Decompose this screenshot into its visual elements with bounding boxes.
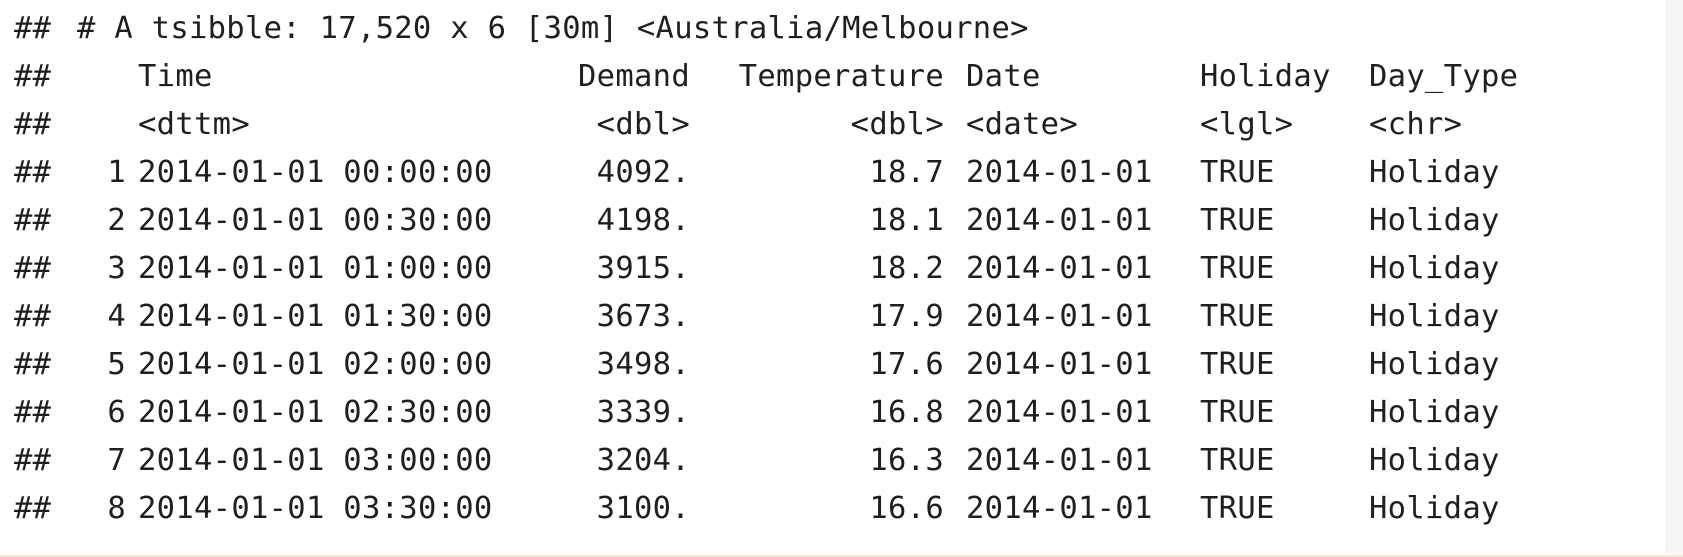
column-type-date: <date>	[966, 107, 1078, 142]
cell-demand: 3100.	[596, 491, 690, 526]
cell-demand: 4092.	[596, 155, 690, 190]
row-index: 6	[107, 395, 126, 430]
table-row: ## 7 2014-01-01 03:00:00 3204. 16.3 2014…	[0, 435, 1499, 487]
cell-temperature: 16.8	[869, 395, 944, 430]
comment-prefix: ##	[14, 347, 52, 382]
comment-prefix: ##	[14, 155, 52, 190]
column-type-day-type: <chr>	[1369, 107, 1463, 142]
cell-temperature: 17.9	[869, 299, 944, 334]
table-row: ## 1 2014-01-01 00:00:00 4092. 18.7 2014…	[0, 147, 1499, 199]
scrollbar-track[interactable]	[1665, 0, 1683, 557]
cell-holiday: TRUE	[1200, 251, 1275, 286]
cell-demand: 3339.	[596, 395, 690, 430]
comment-prefix: ##	[14, 203, 52, 238]
cell-time: 2014-01-01 01:00:00	[138, 251, 493, 286]
cell-holiday: TRUE	[1200, 395, 1275, 430]
cell-demand: 3673.	[596, 299, 690, 334]
cell-date: 2014-01-01	[966, 155, 1153, 190]
cell-date: 2014-01-01	[966, 347, 1153, 382]
row-index: 7	[107, 443, 126, 478]
column-type-time: <dttm>	[138, 107, 250, 142]
row-index: 5	[107, 347, 126, 382]
comment-prefix: ##	[14, 59, 52, 94]
cell-holiday: TRUE	[1200, 299, 1275, 334]
column-types-line: ## <dttm> <dbl> <dbl> <date> <lgl> <chr>	[0, 99, 1462, 151]
row-index: 2	[107, 203, 126, 238]
cell-day-type: Holiday	[1369, 491, 1500, 526]
comment-prefix: ##	[14, 443, 52, 478]
cell-holiday: TRUE	[1200, 347, 1275, 382]
column-type-demand: <dbl>	[596, 107, 690, 142]
table-row: ## 6 2014-01-01 02:30:00 3339. 16.8 2014…	[0, 387, 1499, 439]
column-type-holiday: <lgl>	[1200, 107, 1294, 142]
row-index: 4	[107, 299, 126, 334]
cell-time: 2014-01-01 03:30:00	[138, 491, 493, 526]
cell-date: 2014-01-01	[966, 443, 1153, 478]
cell-day-type: Holiday	[1369, 299, 1500, 334]
table-row: ## 8 2014-01-01 03:30:00 3100. 16.6 2014…	[0, 483, 1499, 535]
cell-temperature: 16.6	[869, 491, 944, 526]
comment-prefix: ##	[14, 251, 52, 286]
cell-date: 2014-01-01	[966, 251, 1153, 286]
comment-prefix: ##	[14, 299, 52, 334]
cell-demand: 3498.	[596, 347, 690, 382]
cell-holiday: TRUE	[1200, 443, 1275, 478]
comment-prefix: ##	[14, 491, 52, 526]
row-index: 1	[107, 155, 126, 190]
cell-day-type: Holiday	[1369, 251, 1500, 286]
cell-temperature: 16.3	[869, 443, 944, 478]
column-header-temperature: Temperature	[738, 59, 944, 94]
column-type-temperature: <dbl>	[850, 107, 944, 142]
cell-time: 2014-01-01 02:00:00	[138, 347, 493, 382]
column-header-date: Date	[966, 59, 1041, 94]
cell-day-type: Holiday	[1369, 203, 1500, 238]
cell-holiday: TRUE	[1200, 203, 1275, 238]
cell-day-type: Holiday	[1369, 443, 1500, 478]
column-names-line: ## Time Demand Temperature Date Holiday …	[0, 51, 1518, 103]
cell-holiday: TRUE	[1200, 155, 1275, 190]
column-header-day-type: Day_Type	[1369, 59, 1519, 94]
cell-time: 2014-01-01 01:30:00	[138, 299, 493, 334]
table-row: ## 4 2014-01-01 01:30:00 3673. 17.9 2014…	[0, 291, 1499, 343]
bottom-divider	[0, 555, 1683, 557]
table-row: ## 3 2014-01-01 01:00:00 3915. 18.2 2014…	[0, 243, 1499, 295]
cell-temperature: 18.1	[869, 203, 944, 238]
cell-demand: 3915.	[596, 251, 690, 286]
cell-date: 2014-01-01	[966, 299, 1153, 334]
cell-day-type: Holiday	[1369, 155, 1500, 190]
row-index: 3	[107, 251, 126, 286]
column-header-time: Time	[138, 59, 213, 94]
cell-day-type: Holiday	[1369, 347, 1500, 382]
cell-date: 2014-01-01	[966, 203, 1153, 238]
column-header-holiday: Holiday	[1200, 59, 1331, 94]
cell-temperature: 17.6	[869, 347, 944, 382]
cell-time: 2014-01-01 02:30:00	[138, 395, 493, 430]
tsibble-header-line: ## # A tsibble: 17,520 x 6 [30m] <Austra…	[0, 3, 1028, 55]
cell-temperature: 18.7	[869, 155, 944, 190]
table-row: ## 5 2014-01-01 02:00:00 3498. 17.6 2014…	[0, 339, 1499, 391]
cell-temperature: 18.2	[869, 251, 944, 286]
cell-time: 2014-01-01 00:30:00	[138, 203, 493, 238]
comment-prefix: ##	[14, 11, 52, 46]
cell-time: 2014-01-01 00:00:00	[138, 155, 493, 190]
cell-date: 2014-01-01	[966, 491, 1153, 526]
cell-demand: 3204.	[596, 443, 690, 478]
cell-holiday: TRUE	[1200, 491, 1275, 526]
cell-date: 2014-01-01	[966, 395, 1153, 430]
cell-demand: 4198.	[596, 203, 690, 238]
table-row: ## 2 2014-01-01 00:30:00 4198. 18.1 2014…	[0, 195, 1499, 247]
column-header-demand: Demand	[578, 59, 690, 94]
cell-time: 2014-01-01 03:00:00	[138, 443, 493, 478]
comment-prefix: ##	[14, 395, 52, 430]
row-index: 8	[107, 491, 126, 526]
comment-prefix: ##	[14, 107, 52, 142]
tsibble-header: # A tsibble: 17,520 x 6 [30m] <Australia…	[77, 11, 1029, 46]
cell-day-type: Holiday	[1369, 395, 1500, 430]
